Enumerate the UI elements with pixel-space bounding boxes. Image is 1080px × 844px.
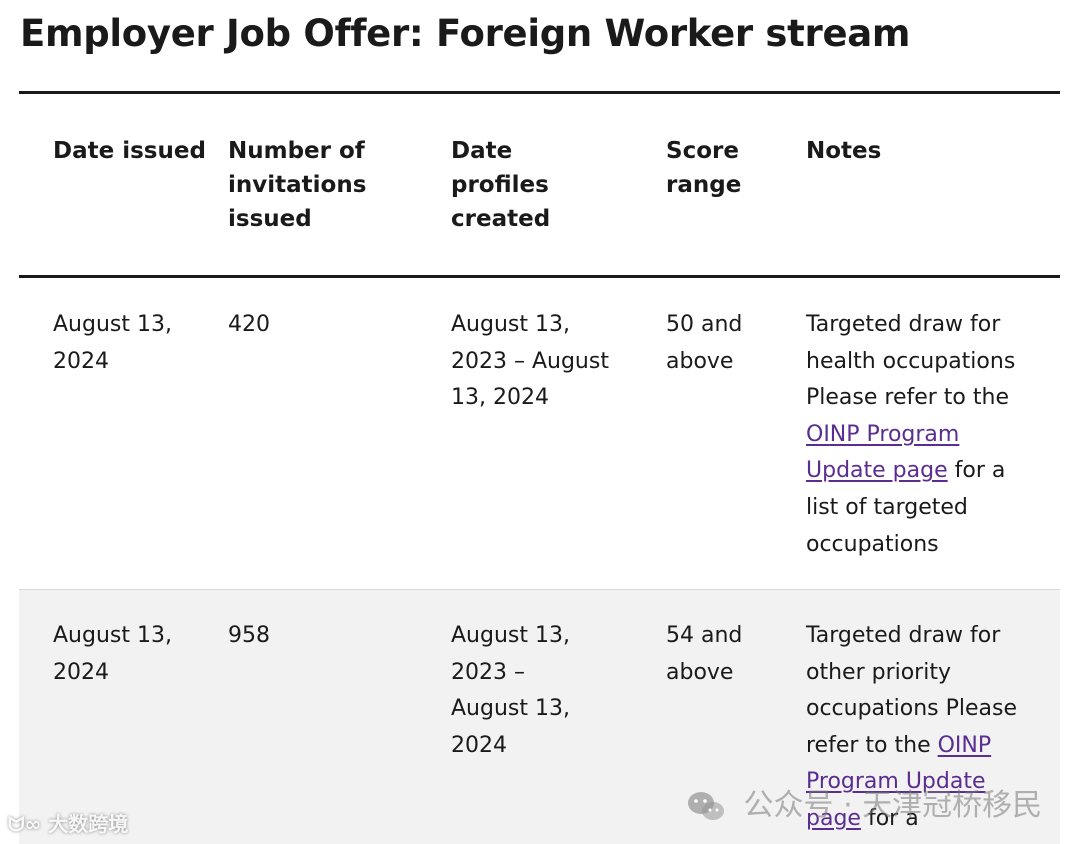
watermark-left-text: 大数跨境 (48, 812, 129, 836)
notes-text-end: for a (867, 805, 919, 831)
header-invitations: Number of invitations issued (228, 134, 428, 236)
cell-date-issued: August 13, 2024 (53, 623, 172, 685)
header-invitations-label: Number of invitations issued (228, 138, 367, 232)
header-score-range: Score range (666, 134, 766, 202)
row-background (19, 590, 1060, 844)
cell-profiles-created: August 13, 2023 – August 13, 2024 (451, 623, 570, 758)
cell-score-range: 50 and above (666, 312, 743, 374)
cell-invitations: 420 (228, 312, 270, 337)
oinp-program-update-link[interactable]: OINP Program Update page (806, 732, 992, 831)
logo-icon: ᗢ∞ (8, 812, 42, 836)
notes-text: Targeted draw for other priority occupat… (806, 623, 1018, 758)
row-divider (19, 589, 1060, 590)
cell-notes: Targeted draw for health occupations Ple… (806, 307, 1028, 563)
table-header-rule (19, 275, 1060, 278)
notes-text-end: for a list of targeted occupations (806, 458, 1006, 557)
oinp-program-update-link[interactable]: OINP Program Update page (806, 421, 960, 484)
header-profiles-created-label: Date profiles created (451, 138, 551, 232)
header-date-issued-label: Date issued (53, 138, 206, 164)
header-score-range-label: Score range (666, 138, 742, 198)
table-top-rule (19, 91, 1060, 94)
header-notes: Notes (806, 134, 1056, 168)
cell-notes: Targeted draw for other priority occupat… (806, 618, 1028, 838)
page-title: Employer Job Offer: Foreign Worker strea… (20, 12, 911, 55)
header-notes-label: Notes (806, 138, 882, 164)
cell-invitations: 958 (228, 623, 270, 648)
cell-score-range: 54 and above (666, 623, 743, 685)
notes-text: Targeted draw for health occupations Ple… (806, 312, 1016, 411)
watermark-left: ᗢ∞ 大数跨境 (8, 808, 128, 837)
header-date-issued: Date issued (53, 134, 213, 168)
cell-date-issued: August 13, 2024 (53, 312, 172, 374)
cell-profiles-created: August 13, 2023 – August 13, 2024 (451, 312, 609, 411)
wechat-icon (688, 791, 724, 820)
watermark-right: 公众号 · 天津冠桥移民 (686, 780, 1042, 824)
watermark-right-text: 公众号 · 天津冠桥移民 (743, 788, 1043, 823)
header-profiles-created: Date profiles created (451, 134, 601, 236)
